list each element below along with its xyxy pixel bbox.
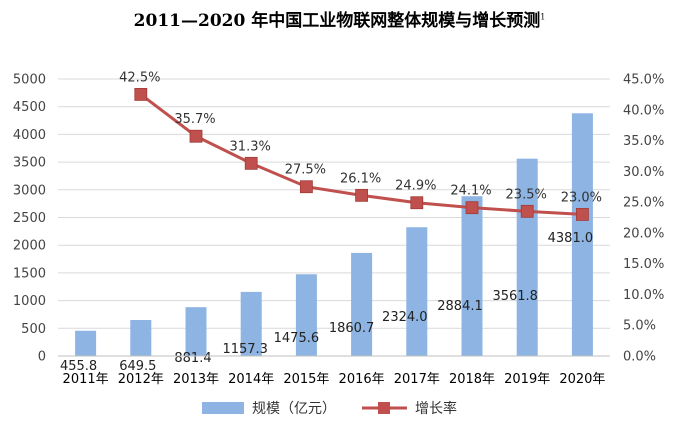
- bar: [351, 252, 373, 356]
- legend-swatch-marker: [378, 402, 390, 414]
- y-left-tick-label: 4500: [13, 100, 46, 115]
- x-tick-label: 2019年: [504, 372, 550, 387]
- x-tick-label: 2018年: [449, 372, 495, 387]
- bar-data-label: 4381.0: [548, 231, 594, 246]
- y-right-tick-label: 20.0%: [623, 226, 664, 241]
- x-tick-label: 2012年: [118, 372, 164, 387]
- bar-data-label: 2884.1: [437, 299, 483, 314]
- rate-data-label: 23.0%: [561, 190, 602, 205]
- y-left-tick-label: 2500: [13, 211, 46, 226]
- y-left-tick-label: 500: [21, 322, 46, 337]
- chart-title-wrap: 2011—2020 年中国工业物联网整体规模与增长预测1: [0, 6, 679, 31]
- legend-label-line: 增长率: [415, 400, 457, 417]
- x-tick-label: 2016年: [339, 372, 385, 387]
- bar-data-label: 1860.7: [329, 321, 375, 336]
- bar: [461, 196, 483, 356]
- y-right-tick-label: 15.0%: [623, 257, 664, 272]
- x-tick-label: 2014年: [228, 372, 274, 387]
- y-left-tick-label: 4000: [13, 128, 46, 143]
- bar-data-label: 649.5: [119, 359, 156, 374]
- legend-label-bar: 规模（亿元）: [252, 401, 336, 417]
- legend-swatch-bar: [202, 402, 244, 414]
- chart-title: 2011—2020 年中国工业物联网整体规模与增长预测: [133, 11, 541, 31]
- bar-data-label: 3561.8: [492, 289, 538, 304]
- x-tick-label: 2015年: [283, 372, 329, 387]
- x-tick-label: 2011年: [63, 372, 109, 387]
- bar: [240, 291, 262, 356]
- y-right-tick-label: 45.0%: [623, 73, 664, 88]
- bar: [185, 307, 207, 356]
- rate-data-label: 27.5%: [285, 163, 326, 178]
- y-right-tick-label: 0.0%: [623, 350, 656, 365]
- chart-title-superscript: 1: [540, 12, 546, 22]
- y-left-tick-label: 5000: [13, 73, 46, 88]
- bar: [406, 227, 428, 356]
- rate-point: [134, 87, 148, 101]
- rate-data-label: 42.5%: [119, 70, 160, 85]
- y-right-tick-label: 30.0%: [623, 165, 664, 180]
- bar-data-label: 455.8: [60, 359, 97, 374]
- y-left-tick-label: 1500: [13, 266, 46, 281]
- bar: [571, 113, 593, 356]
- rate-data-label: 24.1%: [450, 184, 491, 199]
- rate-point: [244, 156, 258, 170]
- axes: 0 500 1000 1500 2000 2500 3000 3500 4000 4500 5000…: [13, 73, 664, 388]
- bar-series: [75, 113, 593, 356]
- rate-data-label: 23.5%: [506, 187, 547, 202]
- y-right-tick-label: 40.0%: [623, 103, 664, 118]
- rate-data-label: 24.9%: [395, 179, 436, 194]
- bar: [130, 320, 152, 356]
- y-left-tick-label: 1000: [13, 294, 46, 309]
- x-tick-label: 2020年: [559, 372, 605, 387]
- rate-point: [410, 196, 424, 210]
- y-left-tick-label: 2000: [13, 239, 46, 254]
- y-left-tick-label: 3500: [13, 156, 46, 171]
- y-right-tick-label: 25.0%: [623, 196, 664, 211]
- rate-data-label: 26.1%: [340, 171, 381, 186]
- rate-series: [134, 87, 589, 221]
- rate-point: [520, 204, 534, 218]
- bar-data-label: 2324.0: [382, 310, 428, 325]
- y-left-tick-label: 3000: [13, 183, 46, 198]
- legend: 规模（亿元） 增长率: [202, 400, 457, 417]
- data-labels: 42.5% 35.7% 31.3% 27.5% 26.1% 24.9% 24.1% 23.5%…: [60, 70, 602, 374]
- y-left-tick-label: 0: [38, 350, 46, 365]
- rate-data-label: 31.3%: [230, 139, 271, 154]
- x-tick-label: 2013年: [173, 372, 219, 387]
- y-right-tick-label: 35.0%: [623, 134, 664, 149]
- y-right-tick-label: 10.0%: [623, 288, 664, 303]
- bar-data-label: 1475.6: [274, 331, 320, 346]
- bar: [75, 330, 97, 356]
- x-tick-label: 2017年: [394, 372, 440, 387]
- bar-data-label: 1157.3: [222, 342, 268, 357]
- rate-data-label: 35.7%: [174, 112, 215, 127]
- rate-point: [576, 208, 589, 221]
- rate-point: [355, 188, 369, 202]
- bar-data-label: 881.4: [174, 351, 211, 366]
- rate-point: [189, 129, 203, 143]
- rate-point: [299, 180, 313, 194]
- bar: [295, 274, 317, 356]
- rate-point: [465, 201, 479, 215]
- y-right-tick-label: 5.0%: [623, 319, 656, 334]
